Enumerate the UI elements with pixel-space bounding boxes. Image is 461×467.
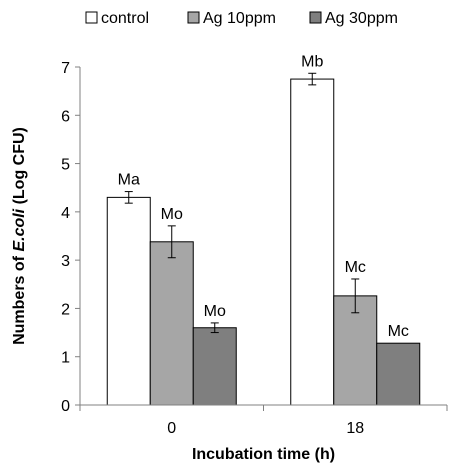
y-ticks: 0 1 2 3 4 5 6 7 (61, 60, 80, 415)
bar (149, 241, 194, 406)
data-label: Mc (388, 323, 409, 340)
y-axis-title: Numbers of E.coli (Log CFU) (11, 127, 28, 345)
y-axis-title-italic: E.coli (11, 208, 28, 251)
y-tick-label: 4 (61, 205, 70, 222)
data-label: Mc (345, 259, 366, 276)
legend-label: Ag 10ppm (203, 10, 276, 27)
legend-swatch (187, 11, 200, 24)
bar (106, 196, 151, 406)
bar (192, 327, 237, 406)
y-tick-label: 5 (61, 157, 70, 174)
bar (290, 78, 335, 406)
y-axis-title-suffix: (Log CFU) (11, 127, 28, 209)
bars: Ma Mo Mo Mb Mc Mc (106, 53, 421, 406)
bar (376, 342, 421, 406)
data-label: Mo (161, 206, 183, 223)
legend-label: control (101, 10, 149, 27)
y-tick-label: 7 (61, 60, 70, 77)
bar (333, 295, 378, 406)
y-axis-title-prefix: Numbers of (11, 252, 28, 345)
legend: control Ag 10ppm Ag 30ppm (85, 10, 398, 27)
y-tick-label: 0 (61, 398, 70, 415)
data-label: Mo (204, 303, 226, 320)
x-ticks: 0 18 (79, 405, 448, 437)
legend-label: Ag 30ppm (325, 10, 398, 27)
y-tick-label: 3 (61, 253, 70, 270)
x-tick-label: 0 (167, 420, 176, 437)
y-tick-label: 6 (61, 108, 70, 125)
legend-swatch (309, 11, 322, 24)
y-tick-label: 1 (61, 350, 70, 367)
y-tick-label: 2 (61, 301, 70, 318)
data-label: Ma (118, 172, 140, 189)
x-tick-label: 18 (346, 420, 364, 437)
x-axis-title: Incubation time (h) (192, 446, 335, 463)
data-label: Mb (301, 53, 323, 70)
legend-swatch (85, 11, 98, 24)
